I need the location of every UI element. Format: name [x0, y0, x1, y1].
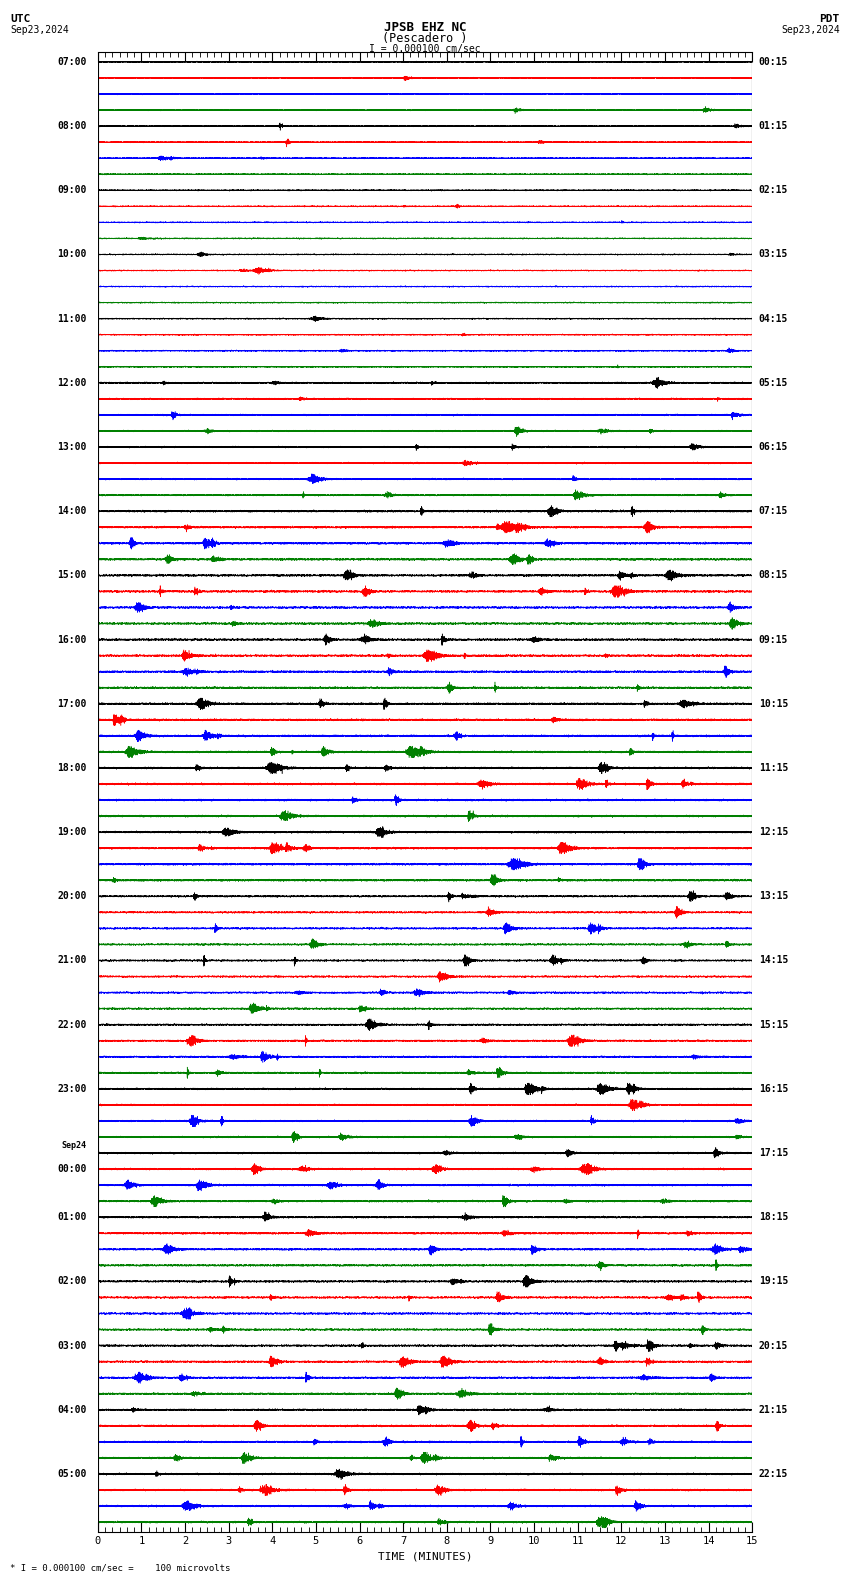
- Text: 12:00: 12:00: [58, 379, 87, 388]
- Text: Sep24: Sep24: [62, 1140, 87, 1150]
- Text: 00:00: 00:00: [58, 1164, 87, 1174]
- Text: 06:15: 06:15: [759, 442, 788, 451]
- Text: JPSB EHZ NC: JPSB EHZ NC: [383, 21, 467, 33]
- Text: 14:15: 14:15: [759, 955, 788, 966]
- Text: 23:00: 23:00: [58, 1083, 87, 1095]
- Text: 07:15: 07:15: [759, 507, 788, 516]
- Text: 07:00: 07:00: [58, 57, 87, 67]
- Text: 00:15: 00:15: [759, 57, 788, 67]
- Text: 20:15: 20:15: [759, 1340, 788, 1351]
- X-axis label: TIME (MINUTES): TIME (MINUTES): [377, 1551, 473, 1562]
- Text: 03:15: 03:15: [759, 249, 788, 260]
- Text: 03:00: 03:00: [58, 1340, 87, 1351]
- Text: I = 0.000100 cm/sec: I = 0.000100 cm/sec: [369, 44, 481, 54]
- Text: 15:15: 15:15: [759, 1020, 788, 1030]
- Text: (Pescadero ): (Pescadero ): [382, 32, 468, 44]
- Text: 12:15: 12:15: [759, 827, 788, 836]
- Text: 02:15: 02:15: [759, 185, 788, 195]
- Text: 17:00: 17:00: [58, 699, 87, 708]
- Text: 17:15: 17:15: [759, 1148, 788, 1158]
- Text: 01:00: 01:00: [58, 1212, 87, 1223]
- Text: 16:15: 16:15: [759, 1083, 788, 1095]
- Text: 09:00: 09:00: [58, 185, 87, 195]
- Text: 11:15: 11:15: [759, 763, 788, 773]
- Text: 10:15: 10:15: [759, 699, 788, 708]
- Text: 08:00: 08:00: [58, 120, 87, 131]
- Text: 02:00: 02:00: [58, 1277, 87, 1286]
- Text: 11:00: 11:00: [58, 314, 87, 323]
- Text: 21:00: 21:00: [58, 955, 87, 966]
- Text: 04:15: 04:15: [759, 314, 788, 323]
- Text: 13:00: 13:00: [58, 442, 87, 451]
- Text: 19:15: 19:15: [759, 1277, 788, 1286]
- Text: 22:15: 22:15: [759, 1468, 788, 1479]
- Text: 18:15: 18:15: [759, 1212, 788, 1223]
- Text: 01:15: 01:15: [759, 120, 788, 131]
- Text: 20:00: 20:00: [58, 892, 87, 901]
- Text: 08:15: 08:15: [759, 570, 788, 580]
- Text: 14:00: 14:00: [58, 507, 87, 516]
- Text: * I = 0.000100 cm/sec =    100 microvolts: * I = 0.000100 cm/sec = 100 microvolts: [10, 1563, 230, 1573]
- Text: 22:00: 22:00: [58, 1020, 87, 1030]
- Text: Sep23,2024: Sep23,2024: [10, 25, 69, 35]
- Text: 18:00: 18:00: [58, 763, 87, 773]
- Text: 04:00: 04:00: [58, 1405, 87, 1415]
- Text: 05:15: 05:15: [759, 379, 788, 388]
- Text: 13:15: 13:15: [759, 892, 788, 901]
- Text: 09:15: 09:15: [759, 635, 788, 645]
- Text: 21:15: 21:15: [759, 1405, 788, 1415]
- Text: PDT: PDT: [819, 14, 840, 24]
- Text: Sep23,2024: Sep23,2024: [781, 25, 840, 35]
- Text: UTC: UTC: [10, 14, 31, 24]
- Text: 10:00: 10:00: [58, 249, 87, 260]
- Text: 19:00: 19:00: [58, 827, 87, 836]
- Text: 05:00: 05:00: [58, 1468, 87, 1479]
- Text: 15:00: 15:00: [58, 570, 87, 580]
- Text: 16:00: 16:00: [58, 635, 87, 645]
